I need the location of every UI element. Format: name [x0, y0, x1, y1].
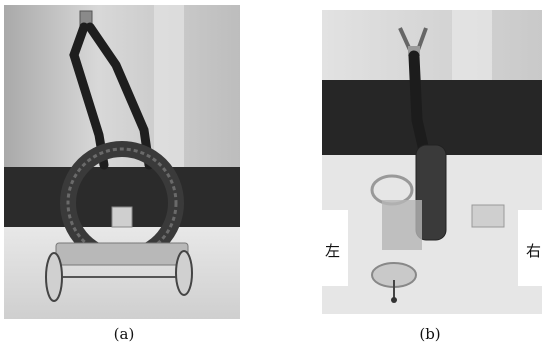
photo-top-view [322, 10, 542, 314]
caption-panel-b: (b) [419, 325, 441, 343]
photo-front-view [4, 5, 240, 319]
caption-panel-a: (a) [113, 325, 135, 343]
direction-label-left: 左 [325, 240, 341, 261]
direction-label-right: 右 [526, 240, 542, 261]
